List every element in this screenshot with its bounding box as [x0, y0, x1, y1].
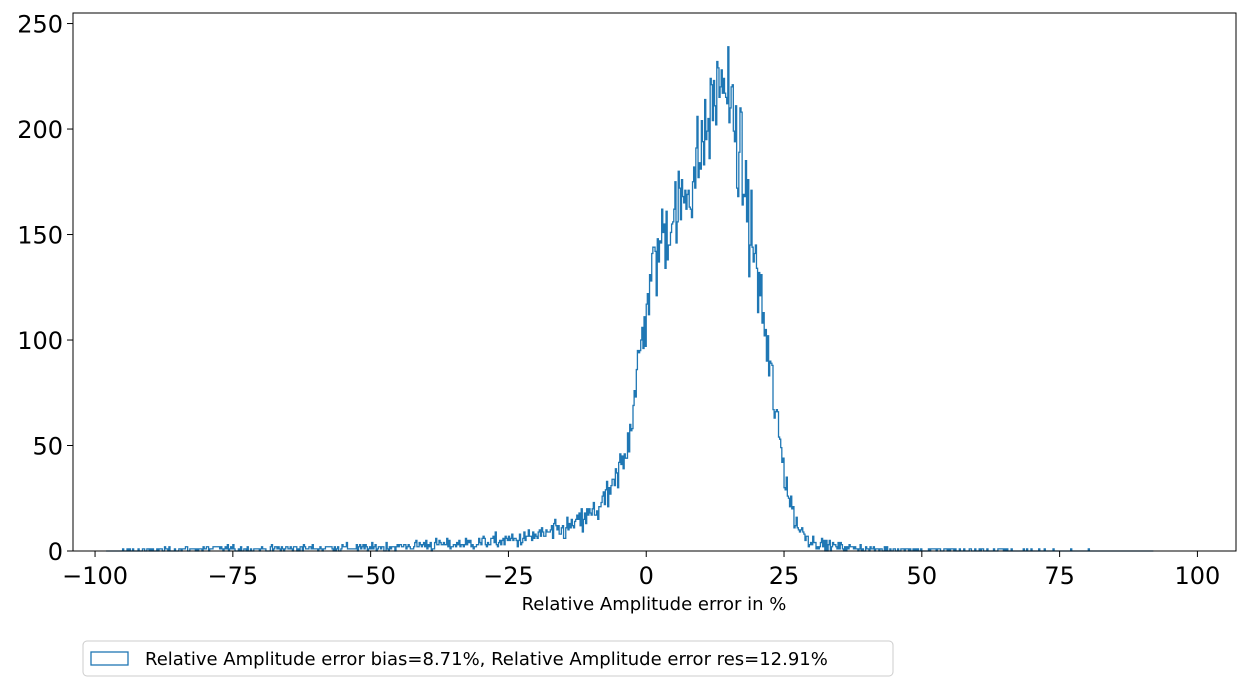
legend-entry: Relative Amplitude error bias=8.71%, Rel…: [145, 649, 828, 670]
x-axis-title: Relative Amplitude error in %: [522, 594, 787, 615]
x-tick-label: −25: [483, 562, 534, 590]
x-tick-label: 100: [1175, 562, 1221, 590]
x-tick-label: −75: [208, 562, 259, 590]
x-tick-label: 75: [1044, 562, 1075, 590]
y-tick-label: 250: [17, 11, 63, 39]
x-tick-label: 0: [639, 562, 654, 590]
legend: Relative Amplitude error bias=8.71%, Rel…: [82, 640, 894, 677]
y-axis-ticks: 0 50 100 150 200 250: [17, 11, 73, 566]
x-tick-label: −100: [62, 562, 128, 590]
y-tick-label: 200: [17, 116, 63, 144]
x-tick-label: 25: [769, 562, 800, 590]
plot-frame: [72, 12, 1237, 552]
x-tick-label: 50: [907, 562, 938, 590]
y-tick-label: 50: [32, 433, 63, 461]
y-tick-label: 0: [48, 538, 63, 566]
x-axis-ticks: −100 −75 −50 −25 0 25 50 75 100: [62, 551, 1220, 590]
x-tick-label: −50: [345, 562, 396, 590]
y-tick-label: 100: [17, 327, 63, 355]
legend-swatch: [90, 651, 129, 666]
legend-box: [82, 640, 894, 677]
y-tick-label: 150: [17, 222, 63, 250]
plot-area: [73, 13, 1236, 551]
